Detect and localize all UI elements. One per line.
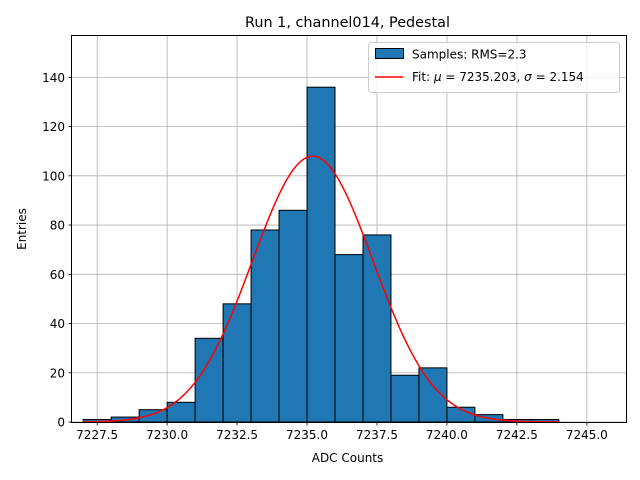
y-tick-label: 80 <box>50 219 65 233</box>
legend: Samples: RMS=2.3 Fit: μ = 7235.203, σ = … <box>368 42 620 93</box>
x-tick-label: 7235.0 <box>286 428 328 442</box>
legend-fit-prefix: Fit: <box>412 70 434 84</box>
x-tick-label: 7232.5 <box>216 428 258 442</box>
chart-title: Run 1, channel014, Pedestal <box>245 15 450 31</box>
legend-sigma-symbol: σ <box>524 70 532 84</box>
legend-mu-value: = 7235.203, <box>442 70 525 84</box>
y-axis-label: Entries <box>15 208 29 250</box>
legend-box <box>368 42 620 93</box>
x-tick-label: 7227.5 <box>76 428 118 442</box>
legend-label-samples: Samples: RMS=2.3 <box>412 48 527 62</box>
x-tick-label: 7237.5 <box>356 428 398 442</box>
x-tick-label: 7230.0 <box>146 428 188 442</box>
grid-lines <box>72 36 626 423</box>
x-tick-label: 7245.0 <box>566 428 608 442</box>
histogram-bar <box>306 86 336 423</box>
y-tick-label: 20 <box>50 366 65 380</box>
legend-label-fit: Fit: μ = 7235.203, σ = 2.154 <box>412 70 584 84</box>
y-tick-label: 100 <box>42 169 65 183</box>
histogram-bar <box>418 367 448 423</box>
x-tick-label: 7242.5 <box>496 428 538 442</box>
histogram-bar <box>278 209 308 423</box>
x-axis-label: ADC Counts <box>312 451 384 465</box>
x-axis-ticks: 7227.5 7230.0 7232.5 7235.0 7237.5 7240.0 7242… <box>76 422 608 442</box>
legend-swatch-samples <box>375 48 404 59</box>
y-axis-ticks: 0 20 40 60 80 100 120 140 <box>42 71 72 430</box>
histogram-bars <box>82 86 560 423</box>
histogram-bar <box>334 254 364 423</box>
x-tick-label: 7240.0 <box>426 428 468 442</box>
y-tick-label: 120 <box>42 120 65 134</box>
histogram-bar <box>362 234 392 423</box>
y-tick-label: 40 <box>50 317 65 331</box>
histogram-bar <box>390 374 420 423</box>
plot-frame <box>71 35 627 423</box>
histogram-bar <box>250 229 280 423</box>
y-tick-label: 60 <box>50 268 65 282</box>
histogram-bar <box>138 409 168 423</box>
histogram-bar <box>222 303 252 423</box>
legend-mu-symbol: μ <box>433 70 442 84</box>
y-tick-label: 0 <box>57 416 65 430</box>
gaussian-fit-curve <box>83 155 559 423</box>
y-tick-label: 140 <box>42 71 65 85</box>
legend-sigma-value: = 2.154 <box>532 70 584 84</box>
histogram-bar <box>194 337 224 423</box>
